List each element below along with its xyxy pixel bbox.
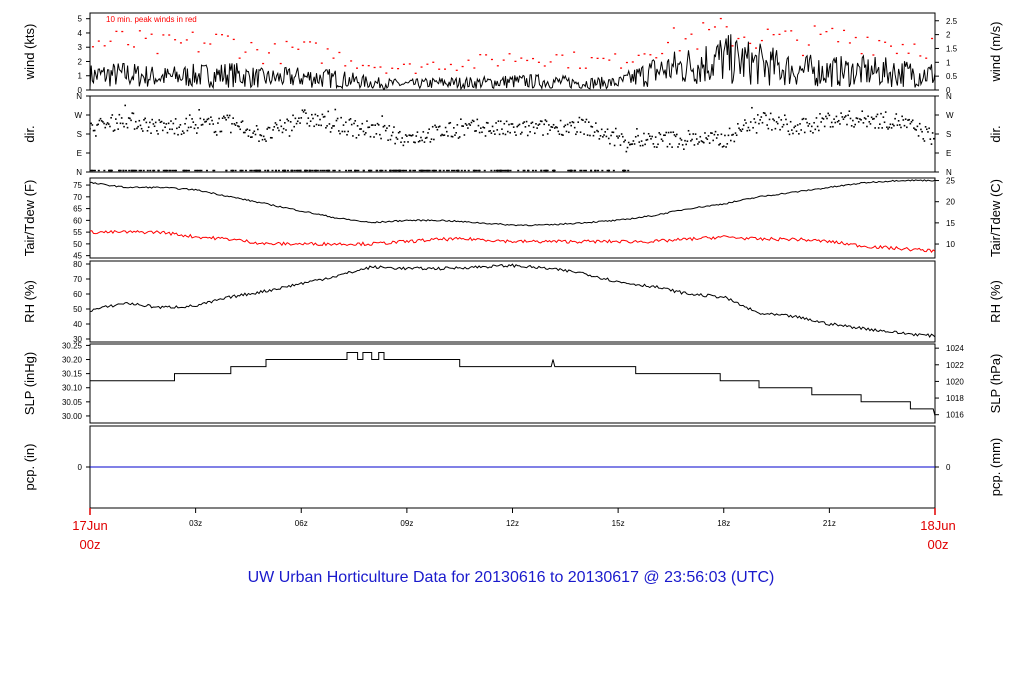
right-tick-label: 1016 xyxy=(946,411,964,420)
left-tick-label: 0 xyxy=(78,463,83,472)
plot-frame xyxy=(89,343,936,424)
right-tick-label: 25 xyxy=(946,177,955,186)
right-tick-label: E xyxy=(946,149,951,158)
start-hour-label: 00z xyxy=(80,537,101,552)
left-tick-label: 60 xyxy=(73,216,82,225)
left-tick-label: 4 xyxy=(78,29,83,38)
right-tick-label: 15 xyxy=(946,219,955,228)
right-tick-label: N xyxy=(946,168,952,177)
end-hour-label: 00z xyxy=(928,537,949,552)
left-tick-label: 80 xyxy=(73,260,82,269)
right-tick-label: 1022 xyxy=(946,361,964,370)
left-tick-label: N xyxy=(76,168,82,177)
humidity-panel: RH (%) RH (%) 30 40 50 60 70 80 xyxy=(22,260,1003,344)
left-tick-label: 70 xyxy=(73,275,82,284)
left-tick-label: 30.05 xyxy=(62,398,83,407)
left-tick-label: 60 xyxy=(73,290,82,299)
left-tick-label: 65 xyxy=(73,205,82,214)
pressure-line xyxy=(90,352,935,417)
plot-frame xyxy=(89,260,936,343)
right-axis-label: SLP (hPa) xyxy=(988,354,1003,414)
right-tick-label: 1024 xyxy=(946,344,964,353)
mean-wind-line xyxy=(90,34,935,90)
right-tick-label: 2 xyxy=(946,31,951,40)
left-tick-label: 75 xyxy=(73,181,82,190)
right-tick-label: 0 xyxy=(946,463,951,472)
right-tick-label: N xyxy=(946,92,952,101)
left-tick-label: 70 xyxy=(73,193,82,202)
time-tick-label: 15z xyxy=(612,519,625,528)
left-tick-label: 1 xyxy=(78,72,83,81)
right-tick-label: 1 xyxy=(946,58,951,67)
precip-panel: pcp. (in) pcp. (mm) 0 0 xyxy=(22,425,1003,509)
right-tick-label: 1.5 xyxy=(946,44,958,53)
left-tick-label: 30.00 xyxy=(62,412,83,421)
dewpoint-line xyxy=(90,229,935,253)
left-tick-label: N xyxy=(76,92,82,101)
time-tick-label: 09z xyxy=(400,519,413,528)
time-tick-label: 21z xyxy=(823,519,836,528)
wind-panel: wind (kts) wind (m/s) 0 1 2 3 4 5 0 0.5 1 1.5 2 2.5 10… xyxy=(22,12,1003,95)
right-tick-label: 10 xyxy=(946,240,955,249)
right-tick-label: 1020 xyxy=(946,377,964,386)
right-axis-label: wind (m/s) xyxy=(988,22,1003,83)
left-axis-label: wind (kts) xyxy=(22,24,37,81)
left-tick-label: S xyxy=(77,130,82,139)
right-axis-label: RH (%) xyxy=(988,280,1003,323)
left-tick-label: 30.20 xyxy=(62,356,83,365)
left-tick-label: 50 xyxy=(73,305,82,314)
right-tick-label: W xyxy=(946,111,954,120)
left-tick-label: 5 xyxy=(78,15,83,24)
left-tick-label: 30.25 xyxy=(62,341,83,350)
plot-frame xyxy=(89,12,936,91)
time-tick-label: 12z xyxy=(506,519,519,528)
left-tick-label: 30 xyxy=(73,335,82,344)
left-tick-label: 30.15 xyxy=(62,370,83,379)
air-temp-line xyxy=(90,179,935,227)
left-tick-label: 40 xyxy=(73,320,82,329)
right-tick-label: 0.5 xyxy=(946,72,958,81)
time-tick-label: 03z xyxy=(189,519,202,528)
figure-title: UW Urban Horticulture Data for 20130616 … xyxy=(248,569,775,586)
right-tick-label: 0 xyxy=(946,86,951,95)
left-tick-label: E xyxy=(77,149,82,158)
end-date-label: 18Jun xyxy=(920,518,955,533)
right-tick-label: S xyxy=(946,130,951,139)
left-axis-label: RH (%) xyxy=(22,280,37,323)
start-date-label: 17Jun xyxy=(72,518,107,533)
left-tick-label: 45 xyxy=(73,252,82,261)
left-axis-label: SLP (inHg) xyxy=(22,352,37,415)
right-axis-label: Tair/Tdew (C) xyxy=(988,179,1003,257)
left-tick-label: 30.10 xyxy=(62,384,83,393)
left-tick-label: 0 xyxy=(78,86,83,95)
right-axis-label: pcp. (mm) xyxy=(988,438,1003,497)
left-tick-label: 2 xyxy=(78,57,83,66)
left-tick-label: 50 xyxy=(73,240,82,249)
left-tick-label: W xyxy=(74,111,82,120)
plot-frame xyxy=(89,95,936,173)
left-axis-label: pcp. (in) xyxy=(22,444,37,491)
right-axis-label: dir. xyxy=(988,125,1003,142)
peak-wind-note: 10 min. peak winds in red xyxy=(106,15,197,24)
time-tick-label: 18z xyxy=(717,519,730,528)
temperature-panel: Tair/Tdew (F) Tair/Tdew (C) 45 50 55 60 65 70 75… xyxy=(22,177,1003,261)
right-tick-label: 20 xyxy=(946,198,955,207)
left-tick-label: 55 xyxy=(73,228,82,237)
left-tick-label: 3 xyxy=(78,43,83,52)
pressure-panel: SLP (inHg) SLP (hPa) 30.00 30.05 30.10 30.15 3… xyxy=(22,341,1003,424)
time-tick-label: 06z xyxy=(295,519,308,528)
humidity-line xyxy=(90,263,935,338)
plot-frame xyxy=(89,177,936,259)
right-tick-label: 2.5 xyxy=(946,17,958,26)
left-axis-label: Tair/Tdew (F) xyxy=(22,180,37,257)
right-tick-label: 1018 xyxy=(946,394,964,403)
left-axis-label: dir. xyxy=(22,125,37,142)
direction-panel: dir. dir. N E S W N N E S W N xyxy=(22,92,1003,177)
